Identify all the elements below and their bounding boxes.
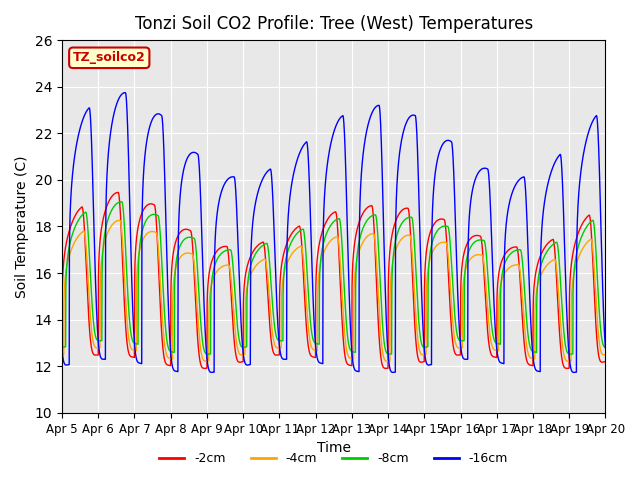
-8cm (157, 241, 164, 247)
-16cm (58, 347, 66, 353)
-2cm (384, 298, 392, 303)
-8cm (204, 351, 212, 357)
-2cm (58, 359, 66, 364)
-16cm (208, 370, 216, 375)
-16cm (602, 345, 609, 351)
-16cm (464, 356, 472, 362)
-4cm (602, 352, 609, 358)
Y-axis label: Soil Temperature (C): Soil Temperature (C) (15, 155, 29, 298)
-8cm (464, 252, 472, 257)
-8cm (58, 345, 66, 350)
Line: -16cm: -16cm (62, 93, 605, 372)
-4cm (505, 265, 513, 271)
-8cm (602, 345, 609, 350)
-4cm (384, 359, 392, 364)
-2cm (200, 365, 208, 371)
-4cm (58, 352, 66, 358)
-4cm (464, 261, 472, 266)
-2cm (602, 359, 609, 364)
-8cm (384, 351, 392, 357)
-4cm (202, 359, 210, 364)
Title: Tonzi Soil CO2 Profile: Tree (West) Temperatures: Tonzi Soil CO2 Profile: Tree (West) Temp… (134, 15, 533, 33)
-4cm (266, 301, 274, 307)
-16cm (412, 114, 419, 120)
-8cm (412, 264, 419, 270)
-16cm (505, 202, 513, 208)
-2cm (266, 324, 274, 330)
-4cm (116, 217, 124, 223)
-2cm (412, 336, 419, 341)
-2cm (464, 240, 472, 245)
-16cm (121, 90, 129, 96)
Legend: -2cm, -4cm, -8cm, -16cm: -2cm, -4cm, -8cm, -16cm (154, 447, 513, 470)
Text: TZ_soilco2: TZ_soilco2 (73, 51, 146, 64)
Line: -8cm: -8cm (62, 202, 605, 354)
-16cm (384, 352, 392, 358)
X-axis label: Time: Time (317, 441, 351, 455)
-8cm (505, 252, 513, 258)
-2cm (115, 190, 122, 195)
-8cm (266, 264, 274, 270)
-8cm (118, 199, 125, 204)
-2cm (505, 247, 513, 252)
-4cm (157, 288, 164, 294)
Line: -2cm: -2cm (62, 192, 605, 368)
-16cm (157, 112, 164, 118)
-4cm (412, 310, 419, 315)
-16cm (266, 167, 274, 172)
Line: -4cm: -4cm (62, 220, 605, 361)
-2cm (157, 316, 164, 322)
